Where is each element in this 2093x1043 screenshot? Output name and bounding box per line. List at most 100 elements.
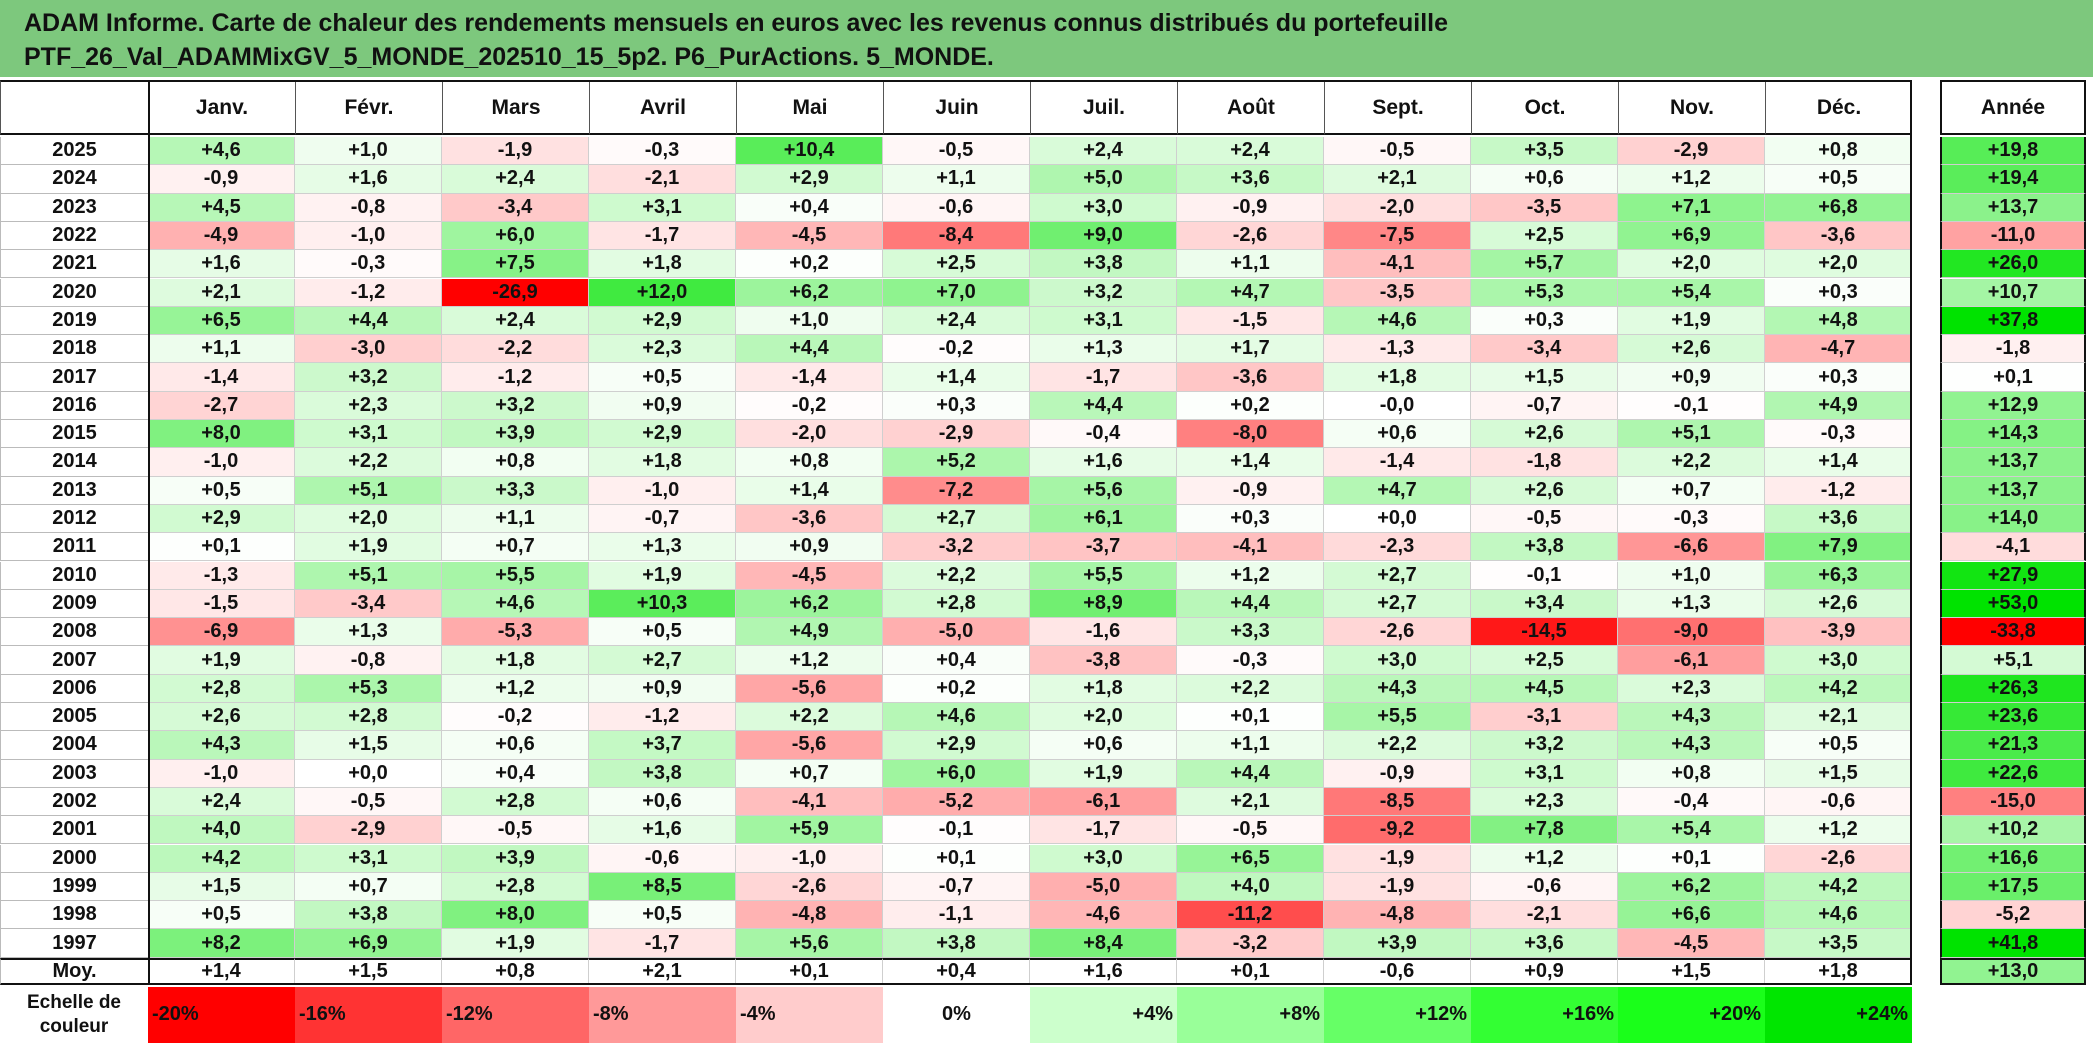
heatmap-cell: +5,9 xyxy=(736,816,883,845)
annual-return-cell: +14,3 xyxy=(1940,420,2086,449)
heatmap-cell: -4,6 xyxy=(1030,901,1177,930)
heatmap-cell: -0,9 xyxy=(148,165,295,194)
heatmap-cell: +3,2 xyxy=(1471,731,1618,760)
heatmap-cell: +3,8 xyxy=(1471,533,1618,562)
row-year-label: 1999 xyxy=(0,872,148,902)
heatmap-cell: +1,9 xyxy=(1030,759,1177,788)
heatmap-cell: +0,1 xyxy=(1177,703,1324,732)
heatmap-cell: +2,4 xyxy=(148,787,295,817)
heatmap-cell: -4,1 xyxy=(1177,533,1324,562)
heatmap-cell: +4,3 xyxy=(1618,731,1765,760)
heatmap-cell: +3,3 xyxy=(1177,618,1324,647)
heatmap-cell: -0,3 xyxy=(589,137,736,166)
annual-return-cell: +0,1 xyxy=(1940,363,2086,392)
heatmap-cell: -0,4 xyxy=(1618,787,1765,817)
heatmap-cell: -0,0 xyxy=(1324,391,1471,420)
heatmap-cell: +3,1 xyxy=(1471,759,1618,788)
heatmap-cell: +4,2 xyxy=(148,844,295,873)
annual-return-cell: +13,7 xyxy=(1940,448,2086,477)
heatmap-cell: +5,4 xyxy=(1618,278,1765,307)
heatmap-cell: -2,2 xyxy=(442,335,589,364)
heatmap-cell: +2,4 xyxy=(883,306,1030,336)
heatmap-cell: +1,8 xyxy=(589,448,736,477)
heatmap-cell: +1,5 xyxy=(148,872,295,902)
heatmap-cell: +7,5 xyxy=(442,250,589,279)
heatmap-cell: +3,6 xyxy=(1177,165,1324,194)
heatmap-cell: +1,7 xyxy=(1177,335,1324,364)
color-scale-swatch: +16% xyxy=(1471,986,1618,1043)
heatmap-cell: +0,8 xyxy=(1765,137,1912,166)
annual-return-cell: +13,7 xyxy=(1940,193,2086,222)
heatmap-cell: -1,7 xyxy=(589,929,736,958)
heatmap-cell: +0,2 xyxy=(883,674,1030,703)
heatmap-cell: -1,0 xyxy=(148,759,295,788)
heatmap-cell: +8,4 xyxy=(1030,929,1177,958)
heatmap-cell: -2,9 xyxy=(295,816,442,845)
heatmap-cell: -3,2 xyxy=(1177,929,1324,958)
month-header-4: Avril xyxy=(589,80,736,135)
heatmap-cell: +1,9 xyxy=(148,646,295,675)
average-cell: +0,1 xyxy=(1177,957,1324,985)
heatmap-cell: -0,5 xyxy=(883,137,1030,166)
heatmap-cell: -0,2 xyxy=(736,391,883,420)
heatmap-cell: +0,2 xyxy=(1177,391,1324,420)
row-year-label: 2014 xyxy=(0,448,148,477)
heatmap-cell: +2,1 xyxy=(148,278,295,307)
heatmap-cell: -3,4 xyxy=(442,193,589,222)
heatmap-cell: +10,4 xyxy=(736,137,883,166)
heatmap-cell: +2,5 xyxy=(1471,221,1618,251)
heatmap-cell: +1,6 xyxy=(148,250,295,279)
row-year-label: 2010 xyxy=(0,561,148,590)
heatmap-cell: -0,2 xyxy=(442,703,589,732)
heatmap-cell: +4,7 xyxy=(1324,476,1471,505)
row-year-label: 1997 xyxy=(0,929,148,958)
heatmap-cell: +6,6 xyxy=(1618,901,1765,930)
row-year-label: 2011 xyxy=(0,533,148,562)
annual-return-cell: +53,0 xyxy=(1940,589,2086,619)
color-scale-label-line2: couleur xyxy=(39,1015,109,1037)
annual-return-cell: +22,6 xyxy=(1940,759,2086,788)
row-year-label: 2006 xyxy=(0,674,148,703)
heatmap-cell: +4,0 xyxy=(148,816,295,845)
heatmap-cell: +5,6 xyxy=(1030,476,1177,505)
heatmap-cell: -9,0 xyxy=(1618,618,1765,647)
heatmap-cell: +2,3 xyxy=(589,335,736,364)
heatmap-cell: -2,7 xyxy=(148,391,295,420)
annual-return-cell: +12,9 xyxy=(1940,391,2086,420)
heatmap-cell: +1,2 xyxy=(736,646,883,675)
month-header-8: Août xyxy=(1177,80,1324,135)
heatmap-cell: -0,5 xyxy=(1471,504,1618,534)
heatmap-cell: -2,6 xyxy=(1324,618,1471,647)
heatmap-cell: -4,1 xyxy=(1324,250,1471,279)
heatmap-cell: +3,8 xyxy=(295,901,442,930)
heatmap-cell: +0,5 xyxy=(148,901,295,930)
heatmap-cell: +4,4 xyxy=(1030,391,1177,420)
row-year-label: 1998 xyxy=(0,901,148,930)
row-year-label: 2012 xyxy=(0,504,148,534)
heatmap-cell: +0,9 xyxy=(589,674,736,703)
heatmap-cell: -2,6 xyxy=(1177,221,1324,251)
heatmap-cell: +2,9 xyxy=(736,165,883,194)
heatmap-cell: +3,1 xyxy=(589,193,736,222)
annual-return-cell: +23,6 xyxy=(1940,703,2086,732)
row-year-label: 2003 xyxy=(0,759,148,788)
color-scale-swatch: -8% xyxy=(589,986,736,1043)
heatmap-cell: +4,6 xyxy=(883,703,1030,732)
heatmap-cell: +1,0 xyxy=(295,137,442,166)
heatmap-cell: +0,6 xyxy=(442,731,589,760)
heatmap-cell: +3,1 xyxy=(295,844,442,873)
heatmap-cell: +10,3 xyxy=(589,589,736,619)
heatmap-cell: +1,1 xyxy=(148,335,295,364)
heatmap-cell: +1,5 xyxy=(295,731,442,760)
heatmap-cell: +4,4 xyxy=(295,306,442,336)
heatmap-cell: -0,8 xyxy=(295,193,442,222)
average-cell: +1,6 xyxy=(1030,957,1177,985)
heatmap-cell: -0,4 xyxy=(1030,420,1177,449)
heatmap-cell: +3,1 xyxy=(1030,306,1177,336)
heatmap-cell: +7,0 xyxy=(883,278,1030,307)
heatmap-cell: +3,2 xyxy=(442,391,589,420)
heatmap-cell: +0,5 xyxy=(1765,165,1912,194)
heatmap-cell: +2,3 xyxy=(295,391,442,420)
heatmap-cell: +4,5 xyxy=(1471,674,1618,703)
heatmap-cell: -4,1 xyxy=(736,787,883,817)
